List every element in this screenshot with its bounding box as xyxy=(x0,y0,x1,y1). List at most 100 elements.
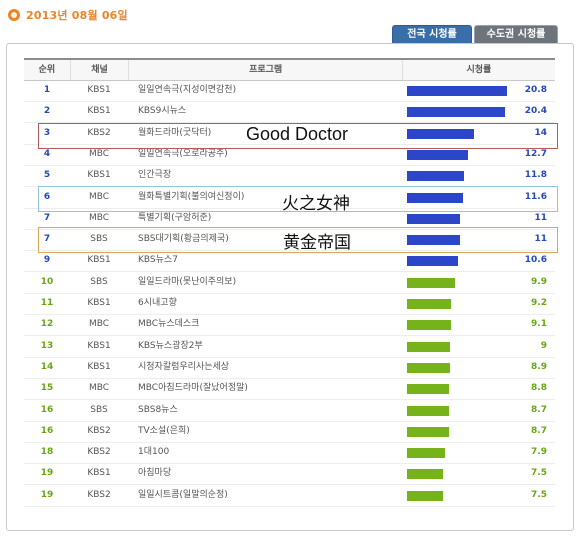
program-cell[interactable]: 아침마당 xyxy=(138,468,172,479)
program-cell[interactable]: MBC뉴스데스크 xyxy=(138,319,200,330)
table-row: 16 SBS SBS8뉴스 8.7 xyxy=(24,400,555,422)
program-cell[interactable]: 월화특별기획(불의여신정이) xyxy=(138,191,245,202)
rank-cell: 5 xyxy=(43,170,51,181)
rating-bar xyxy=(407,107,505,118)
program-cell[interactable]: 6시내고향 xyxy=(138,298,177,308)
rank-cell: 7 xyxy=(43,212,51,223)
rating-value: 8.8 xyxy=(531,383,547,394)
highlight-box-golden-empire xyxy=(38,227,558,253)
annotation-fire-goddess: 火之女神 xyxy=(282,194,350,214)
program-cell[interactable]: 일일연속극(지성이면감천) xyxy=(138,85,237,95)
rating-value: 9.2 xyxy=(531,298,547,308)
rating-bar xyxy=(407,235,460,246)
program-cell[interactable]: 일일연속극(오로라공주) xyxy=(138,148,228,159)
program-cell[interactable]: TV소설(은희) xyxy=(138,425,190,436)
table-row: 5 KBS1 인간극장 11.8 xyxy=(24,165,555,188)
rating-bar xyxy=(407,149,468,160)
ratings-panel xyxy=(6,43,574,531)
table-header: 순위 채널 프로그램 시청률 xyxy=(24,58,555,81)
channel-cell: MBC xyxy=(88,319,110,330)
table-row: 13 KBS1 KBS뉴스광장2부 9 xyxy=(24,336,555,358)
rank-cell: 12 xyxy=(40,319,54,330)
table-row: 10 SBS 일일드라마(못난이주의보) 9.9 xyxy=(24,272,555,294)
rating-bar xyxy=(407,362,450,373)
rating-bar xyxy=(407,448,445,459)
channel-cell: KBS1 xyxy=(87,170,111,181)
rank-cell: 19 xyxy=(40,468,54,479)
channel-cell: KBS1 xyxy=(87,255,111,266)
rating-bar xyxy=(407,171,464,182)
channel-cell: MBC xyxy=(88,148,110,159)
table-row: 6 MBC 월화특별기획(불의여신정이) 11.6 xyxy=(24,187,555,209)
rating-bar xyxy=(407,299,451,309)
table-row: 14 KBS1 시청자칼럼우리사는세상 8.9 xyxy=(24,357,555,379)
table-row: 3 KBS2 월화드라마(굿닥터) 14 xyxy=(24,123,555,145)
rating-bar xyxy=(407,490,443,501)
program-cell[interactable]: SBS8뉴스 xyxy=(138,404,178,415)
header-rating: 시청률 xyxy=(466,65,492,75)
table-row: 19 KBS1 아침마당 7.5 xyxy=(24,463,555,486)
rating-value: 7.5 xyxy=(531,468,547,479)
program-cell[interactable]: 월화드라마(굿닥터) xyxy=(138,127,212,138)
channel-cell: KBS1 xyxy=(87,340,111,351)
channel-cell: MBC xyxy=(88,383,110,394)
date-header: 2013년 08월 06일 xyxy=(8,7,128,23)
program-cell[interactable]: 시청자칼럼우리사는세상 xyxy=(138,361,230,372)
rating-bar xyxy=(407,341,450,352)
program-cell[interactable]: 1대100 xyxy=(138,447,170,458)
channel-cell: SBS xyxy=(90,404,108,415)
program-cell[interactable]: KBS뉴스광장2부 xyxy=(138,340,203,351)
table-row: 2 KBS1 KBS9시뉴스 20.4 xyxy=(24,101,555,124)
rating-bar xyxy=(407,384,449,395)
rating-value: 11.8 xyxy=(524,170,547,181)
program-cell[interactable]: 일일드라마(못난이주의보) xyxy=(138,276,237,287)
tab-capital-area-rating[interactable]: 수도권 시청률 xyxy=(474,25,558,44)
program-cell[interactable]: MBC아침드라마(잘났어정말) xyxy=(138,383,248,394)
rating-value: 8.7 xyxy=(531,425,547,436)
rating-bar xyxy=(407,213,460,224)
rank-cell: 1 xyxy=(43,85,51,95)
rating-value: 7.5 xyxy=(531,489,547,500)
clock-icon xyxy=(8,9,20,21)
channel-cell: KBS2 xyxy=(87,489,111,500)
header-channel: 채널 xyxy=(71,60,130,80)
program-cell[interactable]: SBS대기획(황금의제국) xyxy=(138,234,229,245)
highlight-box-good-doctor xyxy=(38,123,558,149)
program-cell[interactable]: KBS뉴스7 xyxy=(138,255,178,266)
rating-bar xyxy=(407,128,474,139)
rank-cell: 14 xyxy=(40,361,54,372)
rank-cell: 4 xyxy=(43,148,51,159)
channel-cell: KBS1 xyxy=(87,298,111,308)
channel-cell: SBS xyxy=(90,276,108,287)
header-program: 프로그램 xyxy=(129,60,403,80)
rating-value: 8.9 xyxy=(531,361,547,372)
rank-cell: 16 xyxy=(40,425,54,436)
table-row: 15 MBC MBC아침드라마(잘났어정말) 8.8 xyxy=(24,378,555,401)
rating-value: 11 xyxy=(534,212,547,223)
rank-cell: 7 xyxy=(43,234,51,245)
rating-bar xyxy=(407,192,463,203)
tab-national-rating[interactable]: 전국 시청률 xyxy=(392,25,472,44)
table-row: 9 KBS1 KBS뉴스7 10.6 xyxy=(24,250,555,273)
rating-value: 8.7 xyxy=(531,404,547,415)
rating-bar xyxy=(407,86,507,96)
rating-tabs: 전국 시청률 수도권 시청률 xyxy=(390,25,558,44)
channel-cell: MBC xyxy=(88,191,110,202)
channel-cell: MBC xyxy=(88,212,110,223)
rank-cell: 10 xyxy=(40,276,54,287)
rating-bar xyxy=(407,256,458,267)
rank-cell: 3 xyxy=(43,127,51,138)
program-cell[interactable]: 특별기획(구암허준) xyxy=(138,212,212,223)
program-cell[interactable]: 인간극장 xyxy=(138,170,172,181)
annotation-golden-empire: 黄金帝国 xyxy=(283,233,351,253)
program-cell[interactable]: KBS9시뉴스 xyxy=(138,106,187,117)
ratings-table: 순위 채널 프로그램 시청률 1 KBS1 일일연속극(지성이면감천) 20.8 2 KB… xyxy=(24,58,555,507)
channel-cell: KBS1 xyxy=(87,361,111,372)
rating-value: 9 xyxy=(540,340,547,351)
table-row: 16 KBS2 TV소설(은희) 8.7 xyxy=(24,421,555,443)
rating-value: 7.9 xyxy=(531,447,547,458)
channel-cell: KBS2 xyxy=(87,425,111,436)
rating-bar xyxy=(407,405,449,416)
rating-value: 9.1 xyxy=(531,319,547,330)
program-cell[interactable]: 일일시트콤(일말의순정) xyxy=(138,489,228,500)
